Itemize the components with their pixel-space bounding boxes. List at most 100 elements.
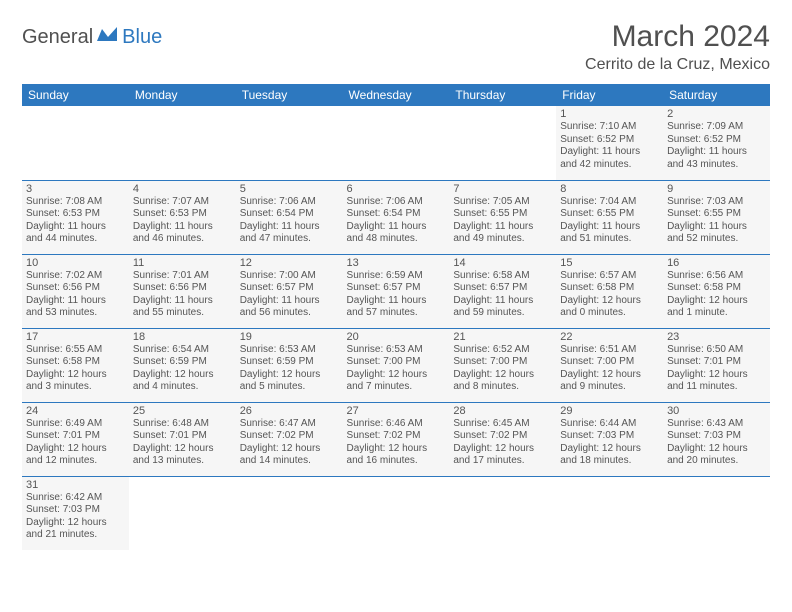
day-number: 4	[133, 183, 232, 195]
day-detail-line: and 55 minutes.	[133, 307, 232, 320]
day-detail-line: Daylight: 11 hours	[347, 295, 446, 308]
day-number: 27	[347, 405, 446, 417]
day-detail-line: Sunset: 7:00 PM	[560, 356, 659, 369]
day-detail-line: Sunrise: 6:44 AM	[560, 418, 659, 431]
day-detail-line: Daylight: 12 hours	[26, 443, 125, 456]
day-number: 15	[560, 257, 659, 269]
day-detail-line: Sunrise: 6:53 AM	[240, 344, 339, 357]
day-number: 20	[347, 331, 446, 343]
day-detail-line: Daylight: 11 hours	[347, 221, 446, 234]
day-number: 31	[26, 479, 125, 491]
day-detail-line: and 51 minutes.	[560, 233, 659, 246]
day-number: 12	[240, 257, 339, 269]
day-cell: 20Sunrise: 6:53 AMSunset: 7:00 PMDayligh…	[343, 328, 450, 402]
day-detail-line: Sunrise: 7:09 AM	[667, 121, 766, 134]
day-detail-line: Sunrise: 6:56 AM	[667, 270, 766, 283]
day-detail-line: Sunset: 7:01 PM	[667, 356, 766, 369]
day-detail-line: Sunrise: 6:50 AM	[667, 344, 766, 357]
month-title: March 2024	[585, 20, 770, 54]
day-cell: 1Sunrise: 7:10 AMSunset: 6:52 PMDaylight…	[556, 106, 663, 180]
day-cell: 24Sunrise: 6:49 AMSunset: 7:01 PMDayligh…	[22, 402, 129, 476]
day-detail-line: Sunrise: 6:54 AM	[133, 344, 232, 357]
day-detail-line: and 59 minutes.	[453, 307, 552, 320]
day-number: 10	[26, 257, 125, 269]
day-detail-line: Daylight: 11 hours	[667, 221, 766, 234]
day-header: Saturday	[663, 84, 770, 106]
day-detail-line: and 49 minutes.	[453, 233, 552, 246]
day-detail-line: Daylight: 12 hours	[240, 443, 339, 456]
day-number: 18	[133, 331, 232, 343]
day-detail-line: and 1 minute.	[667, 307, 766, 320]
day-cell: 28Sunrise: 6:45 AMSunset: 7:02 PMDayligh…	[449, 402, 556, 476]
day-detail-line: and 53 minutes.	[26, 307, 125, 320]
day-cell: 23Sunrise: 6:50 AMSunset: 7:01 PMDayligh…	[663, 328, 770, 402]
day-number: 3	[26, 183, 125, 195]
calendar-table: SundayMondayTuesdayWednesdayThursdayFrid…	[22, 84, 770, 550]
day-detail-line: Daylight: 11 hours	[453, 221, 552, 234]
day-detail-line: and 16 minutes.	[347, 455, 446, 468]
empty-cell	[449, 106, 556, 180]
empty-cell	[343, 106, 450, 180]
day-cell: 29Sunrise: 6:44 AMSunset: 7:03 PMDayligh…	[556, 402, 663, 476]
day-detail-line: Sunrise: 6:52 AM	[453, 344, 552, 357]
day-number: 11	[133, 257, 232, 269]
day-number: 1	[560, 108, 659, 120]
day-cell: 7Sunrise: 7:05 AMSunset: 6:55 PMDaylight…	[449, 180, 556, 254]
day-detail-line: Sunrise: 6:43 AM	[667, 418, 766, 431]
day-cell: 2Sunrise: 7:09 AMSunset: 6:52 PMDaylight…	[663, 106, 770, 180]
day-detail-line: Daylight: 11 hours	[453, 295, 552, 308]
day-detail-line: Daylight: 11 hours	[133, 221, 232, 234]
day-detail-line: Sunrise: 6:55 AM	[26, 344, 125, 357]
day-detail-line: Daylight: 11 hours	[240, 295, 339, 308]
day-detail-line: Daylight: 11 hours	[560, 146, 659, 159]
day-detail-line: Sunrise: 6:51 AM	[560, 344, 659, 357]
day-detail-line: Sunrise: 7:02 AM	[26, 270, 125, 283]
day-detail-line: Sunset: 7:03 PM	[26, 504, 125, 517]
day-detail-line: Sunrise: 6:45 AM	[453, 418, 552, 431]
day-detail-line: Sunrise: 6:57 AM	[560, 270, 659, 283]
day-cell: 25Sunrise: 6:48 AMSunset: 7:01 PMDayligh…	[129, 402, 236, 476]
week-row: 3Sunrise: 7:08 AMSunset: 6:53 PMDaylight…	[22, 180, 770, 254]
day-number: 28	[453, 405, 552, 417]
week-row: 10Sunrise: 7:02 AMSunset: 6:56 PMDayligh…	[22, 254, 770, 328]
day-number: 30	[667, 405, 766, 417]
day-detail-line: Sunset: 7:03 PM	[667, 430, 766, 443]
day-detail-line: Daylight: 12 hours	[26, 517, 125, 530]
day-detail-line: Daylight: 12 hours	[26, 369, 125, 382]
day-detail-line: and 3 minutes.	[26, 381, 125, 394]
empty-cell	[556, 476, 663, 550]
header: General Blue March 2024 Cerrito de la Cr…	[22, 20, 770, 74]
day-detail-line: Daylight: 11 hours	[133, 295, 232, 308]
day-detail-line: Daylight: 12 hours	[560, 443, 659, 456]
day-detail-line: Sunset: 6:58 PM	[667, 282, 766, 295]
day-detail-line: Daylight: 11 hours	[240, 221, 339, 234]
day-cell: 21Sunrise: 6:52 AMSunset: 7:00 PMDayligh…	[449, 328, 556, 402]
day-detail-line: Sunrise: 6:49 AM	[26, 418, 125, 431]
day-detail-line: and 52 minutes.	[667, 233, 766, 246]
day-cell: 6Sunrise: 7:06 AMSunset: 6:54 PMDaylight…	[343, 180, 450, 254]
day-detail-line: Sunset: 6:53 PM	[26, 208, 125, 221]
day-detail-line: Daylight: 12 hours	[667, 295, 766, 308]
logo-text-general: General	[22, 26, 93, 49]
day-detail-line: Sunset: 6:57 PM	[453, 282, 552, 295]
day-detail-line: and 13 minutes.	[133, 455, 232, 468]
day-detail-line: Sunrise: 7:00 AM	[240, 270, 339, 283]
day-cell: 17Sunrise: 6:55 AMSunset: 6:58 PMDayligh…	[22, 328, 129, 402]
day-detail-line: and 44 minutes.	[26, 233, 125, 246]
day-detail-line: Sunset: 6:54 PM	[240, 208, 339, 221]
day-number: 19	[240, 331, 339, 343]
day-detail-line: Sunset: 6:55 PM	[667, 208, 766, 221]
day-number: 7	[453, 183, 552, 195]
day-cell: 4Sunrise: 7:07 AMSunset: 6:53 PMDaylight…	[129, 180, 236, 254]
day-detail-line: Sunset: 6:57 PM	[240, 282, 339, 295]
day-cell: 12Sunrise: 7:00 AMSunset: 6:57 PMDayligh…	[236, 254, 343, 328]
week-row: 1Sunrise: 7:10 AMSunset: 6:52 PMDaylight…	[22, 106, 770, 180]
day-detail-line: Daylight: 12 hours	[347, 443, 446, 456]
day-number: 9	[667, 183, 766, 195]
day-detail-line: and 12 minutes.	[26, 455, 125, 468]
day-cell: 31Sunrise: 6:42 AMSunset: 7:03 PMDayligh…	[22, 476, 129, 550]
day-detail-line: Sunrise: 7:01 AM	[133, 270, 232, 283]
day-detail-line: Sunrise: 6:42 AM	[26, 492, 125, 505]
day-detail-line: Daylight: 12 hours	[560, 295, 659, 308]
day-detail-line: Sunset: 7:02 PM	[453, 430, 552, 443]
